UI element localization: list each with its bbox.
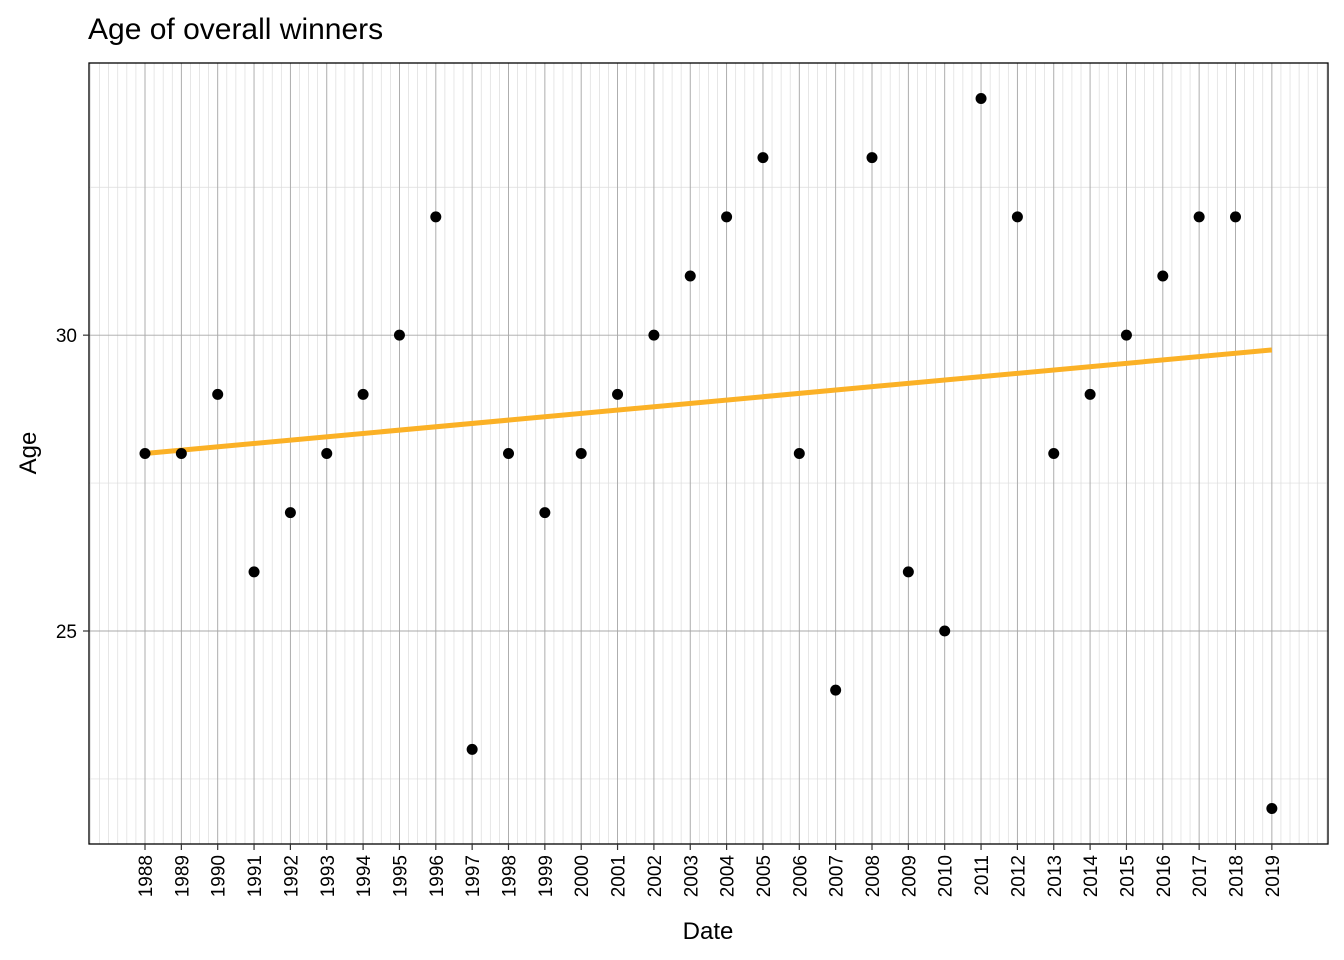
data-point xyxy=(284,507,296,519)
x-tick-label: 1998 xyxy=(500,855,521,897)
y-axis-title: Age xyxy=(15,432,42,475)
trend-line xyxy=(144,347,1273,456)
x-tick-label: 2007 xyxy=(827,855,848,897)
data-point xyxy=(1120,329,1132,341)
data-point xyxy=(175,448,187,459)
x-tick-label: 2003 xyxy=(681,855,702,897)
plot-panel-border xyxy=(88,62,1329,845)
x-tick-label: 2016 xyxy=(1154,855,1175,897)
data-point xyxy=(357,388,369,400)
data-point xyxy=(1084,388,1096,400)
x-tick-label: 2014 xyxy=(1081,855,1102,898)
data-point xyxy=(612,388,624,400)
data-point xyxy=(1230,211,1241,223)
y-tick-label: 30 xyxy=(56,326,77,347)
x-tick-label: 2008 xyxy=(863,855,884,897)
data-point xyxy=(1193,211,1205,223)
data-point xyxy=(393,329,405,341)
x-tick-label: 2006 xyxy=(790,855,811,897)
data-point xyxy=(539,507,551,519)
x-tick-label: 2004 xyxy=(718,855,739,898)
x-tick-label: 1990 xyxy=(209,855,230,897)
grid xyxy=(89,63,1328,844)
x-tick-label: 1991 xyxy=(245,855,266,897)
x-tick-label: 2012 xyxy=(1008,855,1029,897)
data-point xyxy=(503,448,514,459)
x-tick-label: 1999 xyxy=(536,855,557,897)
x-tick-label: 1992 xyxy=(281,855,302,897)
data-point xyxy=(793,448,805,459)
data-point xyxy=(757,152,769,164)
x-axis-title: Date xyxy=(683,918,734,945)
data-point xyxy=(1266,803,1278,814)
data-point xyxy=(866,152,878,164)
data-point xyxy=(139,448,151,459)
data-point xyxy=(902,566,914,578)
data-points xyxy=(139,93,1278,814)
data-point xyxy=(830,684,842,696)
data-point xyxy=(248,566,260,578)
x-tick-label: 2019 xyxy=(1263,855,1284,897)
x-tick-label: 2017 xyxy=(1190,855,1211,897)
y-tick-label: 25 xyxy=(56,622,77,643)
data-point xyxy=(1011,211,1023,223)
x-tick-label: 2018 xyxy=(1227,855,1248,897)
x-tick-label: 1989 xyxy=(172,855,193,897)
data-point xyxy=(430,211,442,223)
x-tick-label: 1996 xyxy=(427,855,448,897)
x-tick-label: 1997 xyxy=(463,855,484,897)
x-tick-label: 2000 xyxy=(572,855,593,897)
data-point xyxy=(466,743,478,755)
data-point xyxy=(212,388,224,400)
x-tick-label: 1994 xyxy=(354,855,375,898)
x-tick-label: 2005 xyxy=(754,855,775,897)
data-point xyxy=(684,270,696,282)
x-tick-label: 2010 xyxy=(936,855,957,897)
x-axis: 1988 1989 1990 1991 1992 1993 1994 1995 1996 1997… xyxy=(136,844,1284,897)
x-tick-label: 2001 xyxy=(609,855,630,897)
x-tick-label: 2009 xyxy=(899,855,920,897)
data-point xyxy=(1048,448,1060,459)
chart-title: Age of overall winners xyxy=(88,13,383,46)
x-tick-label: 1995 xyxy=(390,855,411,897)
data-point xyxy=(939,625,951,637)
x-tick-label: 2013 xyxy=(1045,855,1066,897)
x-tick-label: 1988 xyxy=(136,855,157,897)
data-point xyxy=(321,448,333,459)
data-point xyxy=(575,448,587,459)
data-point xyxy=(1157,270,1169,282)
data-point xyxy=(975,93,987,104)
x-tick-label: 2011 xyxy=(972,855,993,896)
y-axis: 25 30 xyxy=(56,326,89,643)
x-tick-label: 1993 xyxy=(318,855,339,897)
x-tick-label: 2015 xyxy=(1117,855,1138,897)
data-point xyxy=(648,329,660,341)
trend-line-layer xyxy=(144,347,1273,456)
data-point xyxy=(721,211,733,223)
x-tick-label: 2002 xyxy=(645,855,666,897)
